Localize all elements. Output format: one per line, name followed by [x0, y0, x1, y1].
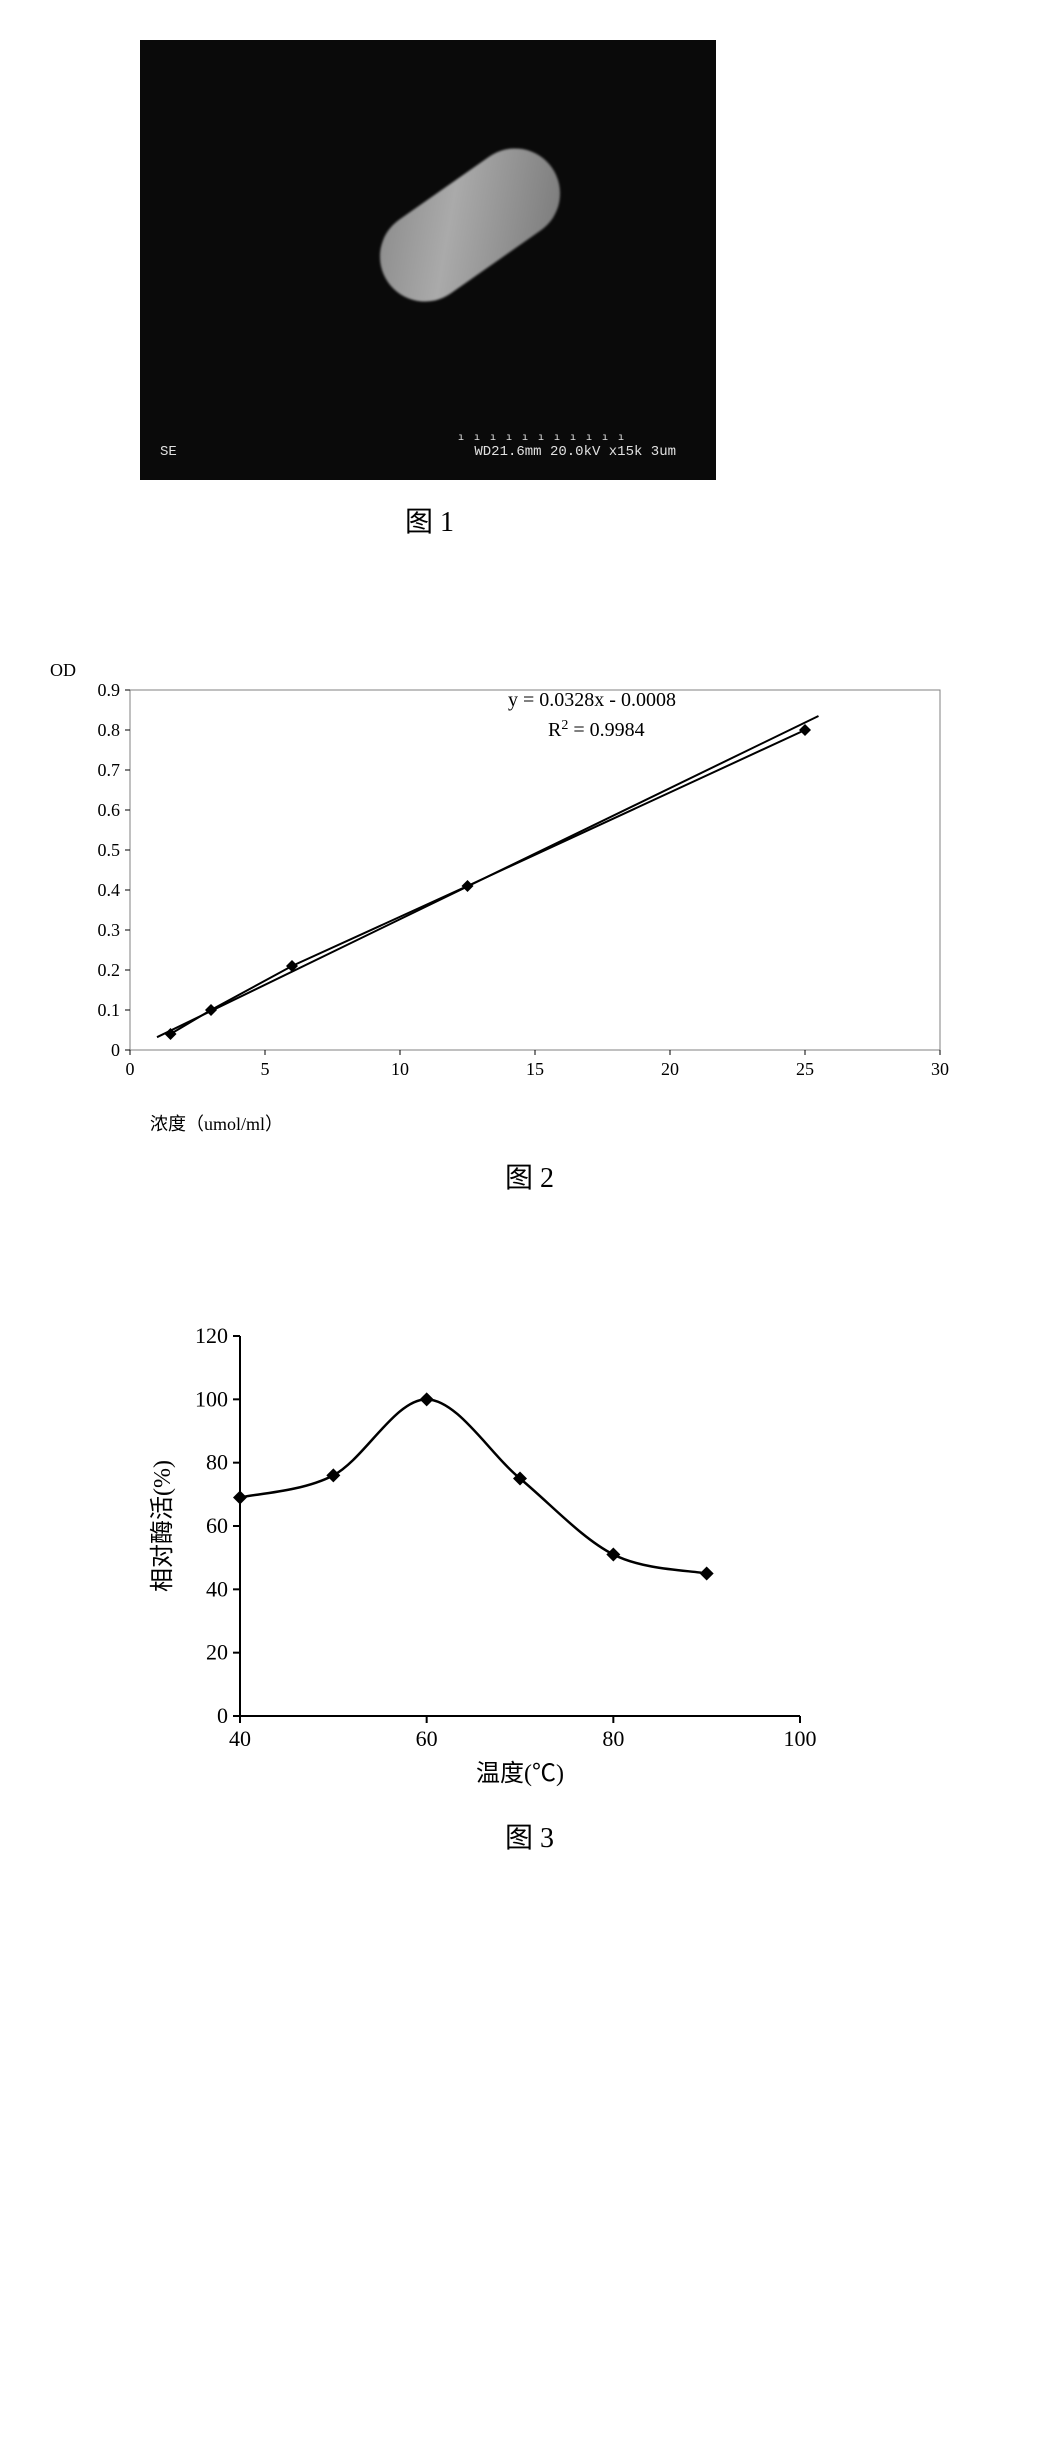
svg-text:0.3: 0.3 — [98, 920, 121, 940]
svg-text:0.4: 0.4 — [98, 880, 121, 900]
svg-text:0.7: 0.7 — [98, 760, 121, 780]
svg-text:0: 0 — [111, 1040, 120, 1060]
sem-specimen — [362, 131, 577, 319]
figure-3-label: 图 3 — [505, 1816, 554, 1856]
svg-text:5: 5 — [261, 1059, 270, 1079]
chart2-y-axis-label: OD — [50, 660, 76, 681]
chart3-svg: 0 20 40 60 80 100 120 40 60 80 100 相对酶活(%) 温度(℃) — [130, 1316, 830, 1796]
svg-text:0: 0 — [217, 1703, 228, 1728]
svg-text:R2 = 0.9984: R2 = 0.9984 — [548, 718, 645, 742]
svg-text:40: 40 — [206, 1576, 228, 1601]
chart2-x-axis-label: 浓度（umol/ml） — [150, 1110, 960, 1136]
svg-text:100: 100 — [195, 1386, 228, 1411]
svg-text:20: 20 — [206, 1640, 228, 1665]
svg-text:0.8: 0.8 — [98, 720, 121, 740]
sem-imaging-params: WD21.6mm 20.0kV x15k 3um — [474, 444, 676, 460]
svg-text:20: 20 — [661, 1059, 679, 1079]
sem-micrograph: ı ı ı ı ı ı ı ı ı ı ı SE WD21.6mm 20.0kV… — [140, 40, 716, 480]
svg-text:80: 80 — [206, 1450, 228, 1475]
sem-scale-ticks: ı ı ı ı ı ı ı ı ı ı ı — [458, 433, 626, 444]
svg-text:相对酶活(%): 相对酶活(%) — [149, 1460, 176, 1592]
svg-text:0.1: 0.1 — [98, 1000, 121, 1020]
svg-text:0.5: 0.5 — [98, 840, 121, 860]
temperature-activity-chart: 0 20 40 60 80 100 120 40 60 80 100 相对酶活(%) 温度(℃) — [130, 1316, 830, 1796]
figure-1-label: 图 1 — [405, 500, 454, 540]
svg-text:y = 0.0328x - 0.0008: y = 0.0328x - 0.0008 — [508, 689, 676, 711]
svg-text:0.9: 0.9 — [98, 680, 121, 700]
svg-text:10: 10 — [391, 1059, 409, 1079]
svg-text:100: 100 — [784, 1726, 817, 1751]
svg-text:25: 25 — [796, 1059, 814, 1079]
svg-text:120: 120 — [195, 1323, 228, 1348]
svg-text:60: 60 — [416, 1726, 438, 1751]
svg-text:0.6: 0.6 — [98, 800, 121, 820]
svg-text:0: 0 — [126, 1059, 135, 1079]
svg-text:15: 15 — [526, 1059, 544, 1079]
figure-2-label: 图 2 — [505, 1156, 554, 1196]
chart2-svg: 0 0.1 0.2 0.3 0.4 0.5 0.6 0.7 0.8 0.9 0 5 10 15 20 25 30… — [60, 680, 960, 1100]
standard-curve-chart: OD 00.10.20.30.40.50.60.70.80.9051015202… — [60, 680, 960, 1136]
svg-text:80: 80 — [602, 1726, 624, 1751]
svg-text:0.2: 0.2 — [98, 960, 121, 980]
svg-text:温度(℃): 温度(℃) — [476, 1760, 564, 1787]
svg-text:60: 60 — [206, 1513, 228, 1538]
svg-text:30: 30 — [931, 1059, 949, 1079]
svg-text:40: 40 — [229, 1726, 251, 1751]
sem-detector-label: SE — [160, 444, 177, 460]
